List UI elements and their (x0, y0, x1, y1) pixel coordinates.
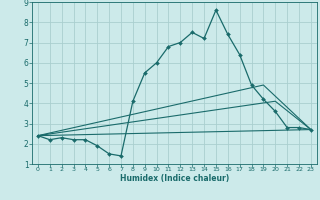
X-axis label: Humidex (Indice chaleur): Humidex (Indice chaleur) (120, 174, 229, 183)
